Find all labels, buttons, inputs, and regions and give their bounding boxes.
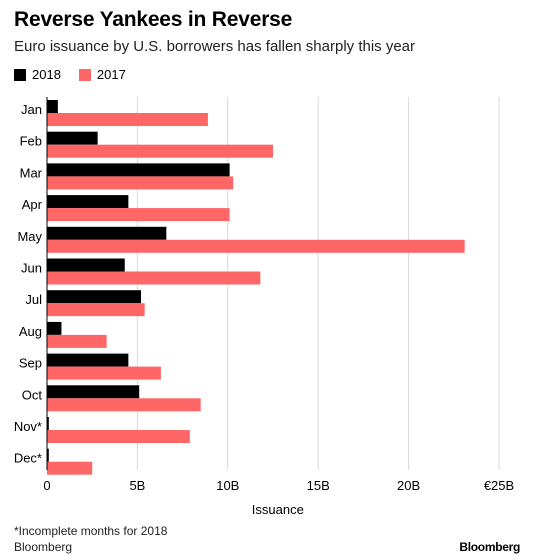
bar-2017-Jan (47, 113, 208, 126)
y-tick-label: Jun (21, 261, 42, 276)
legend-item-2018: 2018 (14, 67, 61, 82)
bar-2017-Oct (47, 398, 201, 412)
bar-2018-Nov (47, 417, 49, 430)
y-tick-label: Oct (22, 387, 43, 402)
legend-swatch-2018 (14, 68, 26, 81)
bar-2018-Apr (47, 195, 129, 209)
bar-2018-Oct (47, 385, 140, 399)
bar-2017-Sep (47, 366, 161, 380)
y-tick-label: Dec* (14, 451, 42, 466)
y-tick-label: May (17, 229, 42, 244)
y-tick-label: Mar (20, 165, 43, 180)
bar-2017-Apr (47, 208, 230, 222)
legend-item-2017: 2017 (78, 67, 126, 82)
bar-2017-May (47, 239, 465, 253)
legend-label-2017: 2017 (96, 67, 126, 82)
source-label: Bloomberg (14, 540, 73, 554)
x-tick-label: €25B (484, 478, 514, 493)
footnote: *Incomplete months for 2018 (14, 524, 168, 538)
bar-2017-Feb (47, 144, 273, 158)
x-tick-label: 0 (43, 478, 50, 493)
y-tick-label: Jan (21, 102, 42, 117)
y-tick-label: Nov* (14, 419, 42, 434)
legend-swatch-2017 (78, 68, 91, 81)
bar-2017-Jul (47, 303, 145, 317)
bar-2018-Jun (47, 258, 125, 272)
bar-2017-Mar (47, 176, 234, 190)
legend: 2018 2017 (14, 67, 144, 82)
bar-2018-Jul (47, 290, 142, 304)
y-tick-label: Feb (20, 134, 42, 149)
y-tick-label: Jul (25, 292, 42, 307)
bar-2017-Jun (47, 271, 261, 285)
chart-subtitle: Euro issuance by U.S. borrowers has fall… (14, 38, 416, 55)
bar-2018-Mar (47, 163, 230, 177)
bar-2018-May (47, 226, 167, 240)
x-tick-label: 20B (397, 478, 420, 493)
legend-label-2018: 2018 (32, 67, 61, 82)
x-tick-label: 15B (307, 478, 330, 493)
y-tick-label: Sep (19, 356, 42, 371)
chart-title: Reverse Yankees in Reverse (14, 8, 293, 31)
y-tick-label: Apr (22, 197, 43, 212)
bar-2018-Dec (47, 448, 49, 462)
bar-2018-Jan (47, 100, 58, 113)
x-tick-label: 10B (216, 478, 239, 493)
bar-2017-Dec (47, 461, 93, 475)
bar-2018-Feb (47, 131, 98, 145)
y-tick-label: Aug (19, 324, 42, 339)
bar-2017-Nov (47, 430, 190, 443)
x-axis-title: Issuance (252, 502, 304, 517)
x-tick-label: 5B (129, 478, 145, 493)
bloomberg-logo: Bloomberg (459, 540, 520, 554)
bar-2018-Sep (47, 353, 129, 367)
bar-2017-Aug (47, 334, 107, 348)
bar-2018-Aug (47, 321, 62, 335)
